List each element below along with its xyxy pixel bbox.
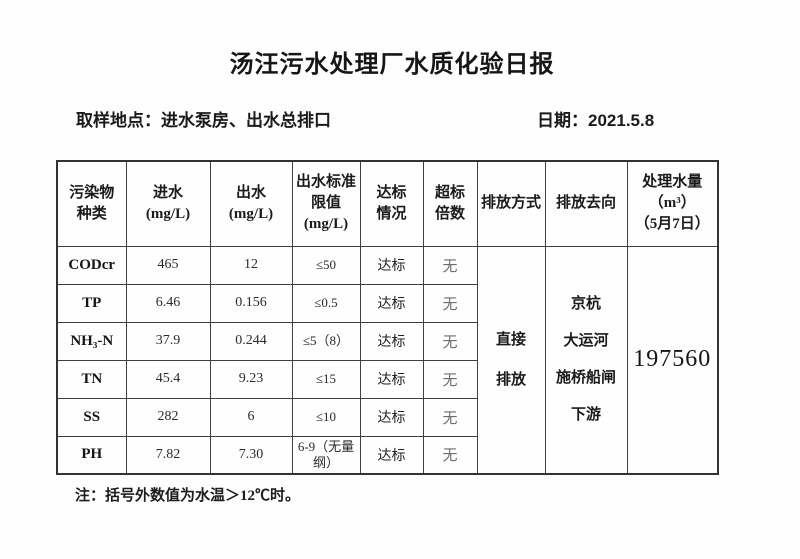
discharge-destination-line3: 施桥船闸 xyxy=(555,369,616,386)
compliance-status-cell: 达标 xyxy=(359,283,424,323)
compliance-status-cell: 达标 xyxy=(359,435,424,475)
col-header-compliance-line2: 情况 xyxy=(376,205,407,222)
effluent-value-cell: 12 xyxy=(209,245,293,285)
effluent-value-cell: 6 xyxy=(209,397,293,437)
influent-value-cell: 6.46 xyxy=(125,283,211,323)
pollutant-name-cell: TN xyxy=(56,359,127,399)
discharge-method-line2: 排放 xyxy=(495,371,526,388)
effluent-value-cell: 0.244 xyxy=(209,321,293,361)
report-meta: 取样地点：进水泵房、出水总排口 日期：2021.5.8 xyxy=(0,106,800,130)
exceed-ratio-cell: 无 xyxy=(422,397,478,437)
col-header-effluent: 出水 (mg/L) xyxy=(209,160,293,247)
col-header-limit-line3: (mg/L) xyxy=(303,216,349,233)
table-row-ss: SS 282 6 ≤10 达标 无 xyxy=(56,397,718,437)
col-header-discharge-method: 排放方式 xyxy=(476,160,546,247)
pollutant-name-cell: TP xyxy=(56,283,127,323)
influent-value-cell: 282 xyxy=(125,397,211,437)
exceed-ratio-cell: 无 xyxy=(422,321,478,361)
report-date-text: 日期：2021.5.8 xyxy=(537,111,655,130)
compliance-status-cell: 达标 xyxy=(359,397,424,437)
col-header-limit-line1: 出水标准 xyxy=(295,174,356,191)
col-header-treated-volume: 处理水量 （m³） （5月7日） xyxy=(626,160,719,247)
col-header-compliance: 达标 情况 xyxy=(359,160,424,247)
col-header-limit: 出水标准 限值 (mg/L) xyxy=(291,160,361,247)
discharge-destination-cell: 京杭 大运河 施桥船闸 下游 xyxy=(544,245,628,475)
compliance-status-cell: 达标 xyxy=(359,359,424,399)
col-header-exceed-line1: 超标 xyxy=(434,184,465,201)
limit-value-cell: 6-9（无量纲） xyxy=(291,435,361,475)
discharge-destination-line2: 大运河 xyxy=(563,332,609,349)
compliance-status-cell: 达标 xyxy=(359,245,424,285)
col-header-pollutant-line2: 种类 xyxy=(76,205,107,222)
table-row-nh3n: NH₃-N 37.9 0.244 ≤5（8） 达标 无 xyxy=(56,321,718,361)
col-header-treated-volume-line3: （5月7日） xyxy=(634,216,710,233)
effluent-value-cell: 9.23 xyxy=(209,359,293,399)
influent-value-cell: 465 xyxy=(125,245,211,285)
col-header-pollutant: 污染物 种类 xyxy=(56,160,127,247)
table-row-tp: TP 6.46 0.156 ≤0.5 达标 无 xyxy=(56,283,718,323)
col-header-effluent-line2: (mg/L) xyxy=(228,205,274,222)
col-header-effluent-line1: 出水 xyxy=(235,184,266,201)
col-header-exceed: 超标 倍数 xyxy=(422,160,478,247)
col-header-treated-volume-line1: 处理水量 xyxy=(642,174,703,191)
report-title: 汤汪污水处理厂水质化验日报 xyxy=(229,51,555,78)
table-row-codcr: CODcr 465 12 ≤50 达标 无 直接 排放 京杭 大运河 施桥船闸 … xyxy=(56,245,719,475)
table-header-row: 污染物 种类 进水 (mg/L) 出水 (mg/L) 出水标准 限值 (mg/L… xyxy=(56,160,719,247)
limit-value-cell: ≤5（8） xyxy=(291,321,361,361)
compliance-status-cell: 达标 xyxy=(359,321,424,361)
table-row-ph: PH 7.82 7.30 6-9（无量纲） 达标 无 xyxy=(56,435,718,475)
col-header-treated-volume-line2: （m³） xyxy=(648,195,696,212)
col-header-compliance-line1: 达标 xyxy=(376,184,407,201)
col-header-influent: 进水 (mg/L) xyxy=(125,160,211,247)
discharge-method-line1: 直接 xyxy=(495,331,526,348)
col-header-influent-line2: (mg/L) xyxy=(145,205,191,222)
exceed-ratio-cell: 无 xyxy=(422,245,478,285)
limit-value-cell: ≤0.5 xyxy=(291,283,361,323)
discharge-method-cell: 直接 排放 xyxy=(476,245,546,475)
col-header-exceed-line2: 倍数 xyxy=(434,205,465,222)
pollutant-name-cell: NH₃-N xyxy=(56,321,127,361)
limit-value-cell: ≤50 xyxy=(291,245,361,285)
effluent-value-cell: 0.156 xyxy=(209,283,293,323)
col-header-pollutant-line1: 污染物 xyxy=(69,184,115,201)
exceed-ratio-cell: 无 xyxy=(422,435,478,475)
limit-value-cell: ≤10 xyxy=(291,397,361,437)
influent-value-cell: 37.9 xyxy=(125,321,211,361)
limit-value-cell: ≤15 xyxy=(291,359,361,399)
exceed-ratio-cell: 无 xyxy=(422,359,478,399)
table-row-tn: TN 45.4 9.23 ≤15 达标 无 xyxy=(56,359,718,399)
sample-location-text: 取样地点：进水泵房、出水总排口 xyxy=(76,111,331,130)
discharge-destination-line4: 下游 xyxy=(570,406,601,423)
influent-value-cell: 45.4 xyxy=(125,359,211,399)
treated-volume-cell: 197560 xyxy=(626,245,719,475)
footnote-text: 注：括号外数值为水温＞12℃时。 xyxy=(75,488,301,504)
exceed-ratio-cell: 无 xyxy=(422,283,478,323)
pollutant-name-cell: CODcr xyxy=(56,245,127,285)
influent-value-cell: 7.82 xyxy=(125,435,211,475)
water-quality-table: 污染物 种类 进水 (mg/L) 出水 (mg/L) 出水标准 限值 (mg/L… xyxy=(56,160,719,475)
col-header-influent-line1: 进水 xyxy=(152,184,183,201)
effluent-value-cell: 7.30 xyxy=(209,435,293,475)
pollutant-name-cell: SS xyxy=(56,397,127,437)
discharge-destination-line1: 京杭 xyxy=(570,295,601,312)
pollutant-name-cell: PH xyxy=(56,435,127,475)
col-header-discharge-destination: 排放去向 xyxy=(544,160,628,247)
col-header-limit-line2: 限值 xyxy=(310,195,341,212)
